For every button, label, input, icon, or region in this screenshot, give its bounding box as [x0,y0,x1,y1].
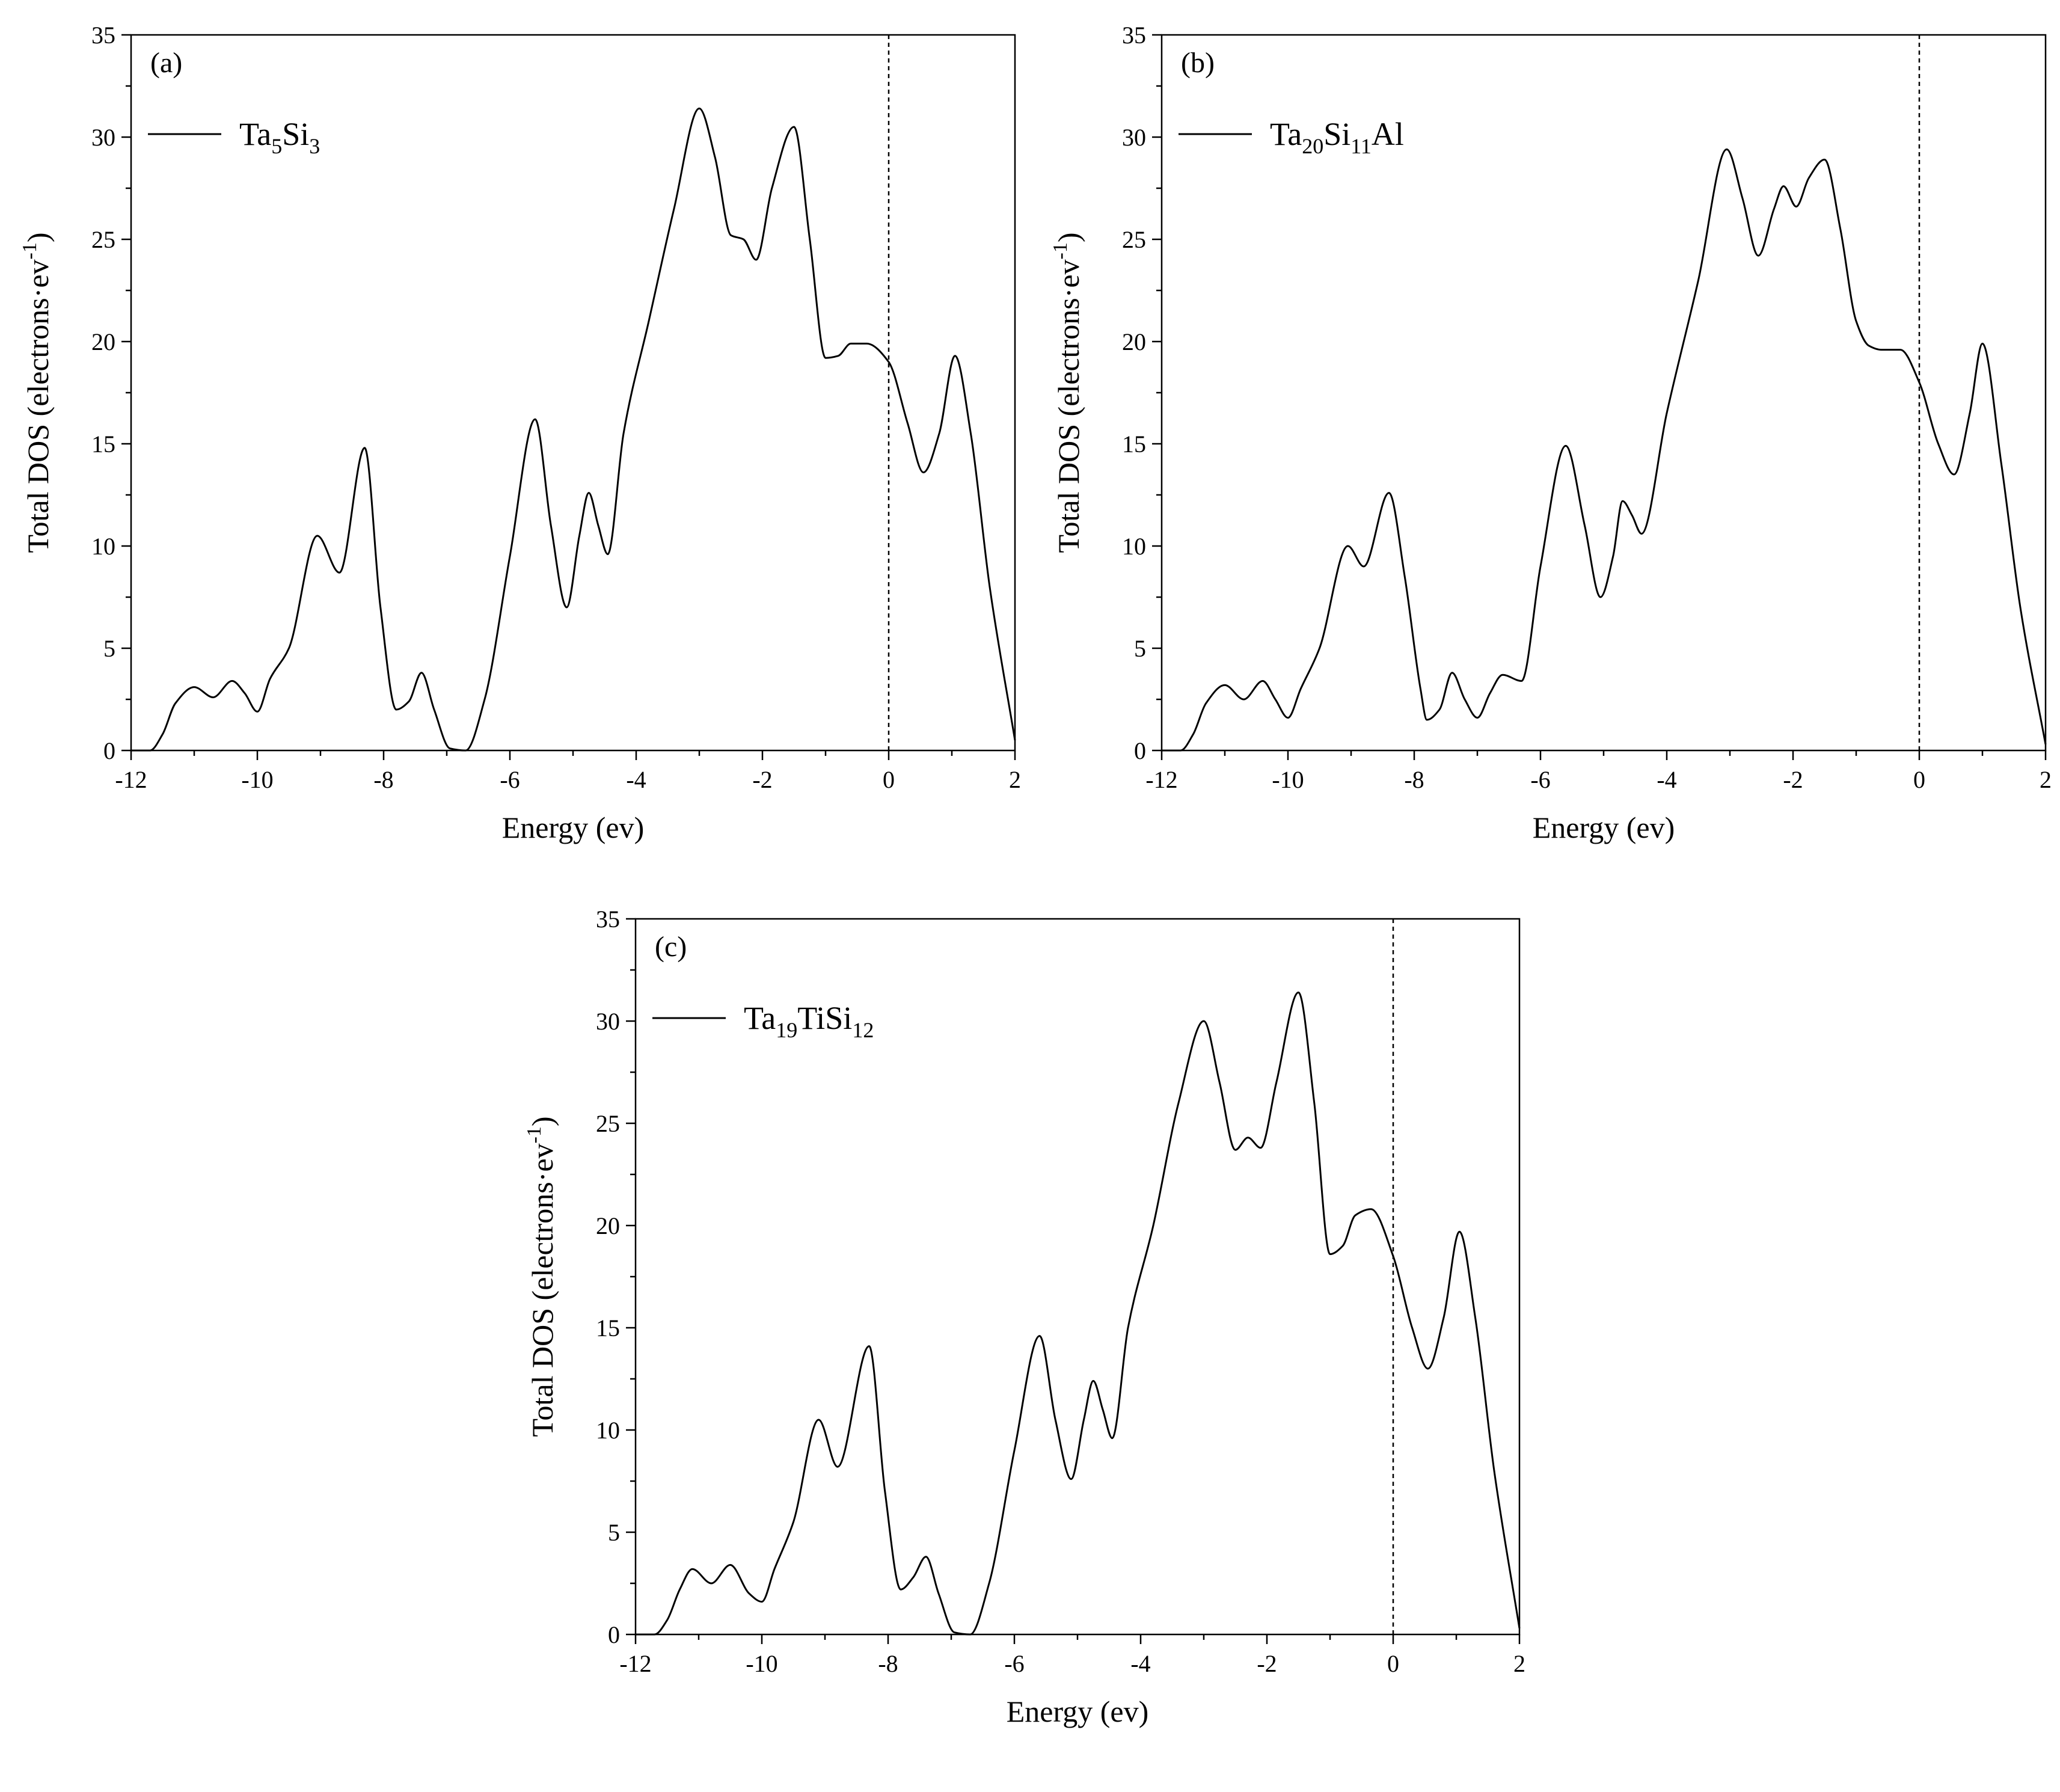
y-axis-label: Total DOS (electrons·ev-1) [19,233,55,553]
x-tick-label: 0 [1387,1650,1399,1677]
x-tick-label: 2 [1513,1650,1525,1677]
y-tick-label: 35 [91,22,115,49]
x-axis-label: Energy (ev) [1007,1695,1148,1728]
y-tick-label: 30 [596,1008,620,1035]
x-tick-label: -2 [1257,1650,1277,1677]
x-tick-label: -10 [241,766,273,793]
y-tick-label: 35 [596,906,620,933]
y-tick-label: 15 [91,431,115,458]
y-tick-label: 20 [596,1212,620,1239]
y-tick-label: 25 [596,1110,620,1137]
x-tick-label: 0 [1913,766,1925,793]
x-axis-label: Energy (ev) [1533,811,1675,844]
x-tick-label: -4 [1130,1650,1150,1677]
y-tick-label: 20 [1122,328,1146,355]
legend-label: Ta19TiSi12 [744,1000,874,1042]
x-tick-label: -8 [1404,766,1424,793]
x-tick-label: 0 [883,766,895,793]
x-tick-label: -6 [1530,766,1550,793]
y-tick-label: 0 [103,737,115,764]
x-tick-label: -6 [500,766,520,793]
x-tick-label: -2 [752,766,772,793]
panel-label: (b) [1181,47,1215,79]
y-tick-label: 10 [596,1417,620,1444]
y-tick-label: 10 [1122,533,1146,560]
x-tick-label: -10 [746,1650,777,1677]
x-tick-label: -10 [1272,766,1304,793]
y-tick-label: 5 [608,1519,620,1546]
x-tick-label: -8 [373,766,393,793]
y-tick-label: 10 [91,533,115,560]
x-tick-label: -4 [1657,766,1676,793]
x-tick-label: -4 [626,766,646,793]
chart-panel-b: -12 -10 -8 -6 -4 -2 0 2 0 5 10 15 20 25 30 35 (b) Ta20Si1… [1031,0,2060,887]
x-tick-label: 2 [1009,766,1021,793]
y-axis-label: Total DOS (electrons·ev-1) [523,1117,559,1437]
dos-chart-svg: -12 -10 -8 -6 -4 -2 0 205101520253035(b)Ta20Si1… [1049,22,2052,844]
y-tick-label: 25 [91,226,115,253]
y-axis-label: Total DOS (electrons·ev-1) [1049,233,1085,553]
panel-label: (a) [150,47,182,79]
y-tick-label: 0 [608,1621,620,1648]
y-tick-label: 35 [1122,22,1146,49]
y-tick-label: 15 [1122,431,1146,458]
y-tick-label: 30 [91,124,115,151]
panel-label: (c) [655,931,687,963]
x-tick-label: -6 [1004,1650,1024,1677]
x-tick-label: -8 [878,1650,898,1677]
chart-panel-a: -12 -10 -8 -6 -4 -2 0 2 0 5 10 15 20 25 30 35 (a) Ta5Si3 E… [0,0,1029,887]
y-tick-label: 0 [1134,737,1146,764]
legend-label: Ta20Si11Al [1270,116,1404,158]
dos-series-line [635,991,1521,1636]
x-axis-label: Energy (ev) [502,811,644,844]
y-tick-label: 20 [91,328,115,355]
chart-panel-c: -12 -10 -8 -6 -4 -2 0 2 0 5 10 15 20 25 30 35 (c) Ta19TiS… [504,884,1534,1771]
dos-series-line [1161,148,2047,752]
x-tick-label: -12 [1145,766,1177,793]
dos-chart-svg: -12 -10 -8 -6 -4 -2 0 205101520253035(c)Ta19TiS… [523,906,1525,1728]
y-tick-label: 30 [1122,124,1146,151]
x-tick-label: -12 [115,766,147,793]
y-tick-label: 5 [1134,635,1146,662]
x-tick-label: -12 [619,1650,651,1677]
x-tick-label: -2 [1783,766,1803,793]
dos-series-line [130,107,1016,752]
x-tick-label: 2 [2040,766,2052,793]
dos-chart-svg: -12 -10 -8 -6 -4 -2 0 205101520253035(a)Ta5Si3E… [19,22,1021,844]
y-tick-label: 25 [1122,226,1146,253]
y-tick-label: 15 [596,1315,620,1342]
legend-label: Ta5Si3 [239,116,320,158]
y-tick-label: 5 [103,635,115,662]
